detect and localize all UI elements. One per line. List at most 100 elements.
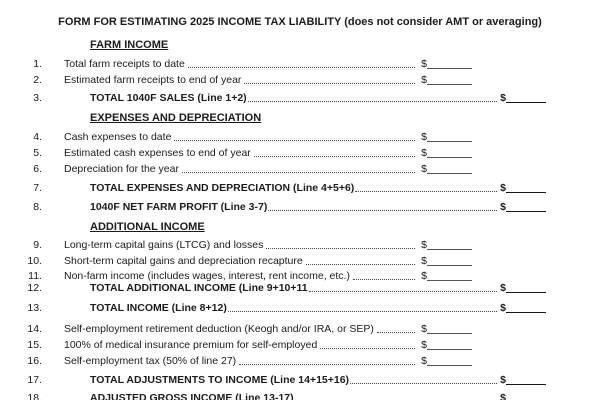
dot-leader [308,291,498,292]
form-line-9: 9. Long-term capital gains (LTCG) and lo… [0,238,600,251]
line-number: 9. [33,239,42,251]
form-line-2: 2. Estimated farm receipts to end of yea… [0,73,600,86]
amount-blank [427,156,472,158]
currency-symbol: $ [421,147,427,159]
amount-blank [427,248,472,250]
dot-leader [320,348,416,349]
currency-symbol: $ [421,74,427,86]
amount-blank [427,332,472,334]
line-label: TOTAL INCOME (Line 8+12) [90,302,227,314]
dot-leader [247,101,498,102]
amount-blank [506,291,546,293]
line-number: 14. [27,323,42,335]
line-label: TOTAL EXPENSES AND DEPRECIATION (Line 4+… [90,182,355,194]
currency-symbol: $ [421,239,427,251]
amount-blank [427,348,472,350]
form-line-13: 13. TOTAL INCOME (Line 8+12) $ [0,301,600,314]
amount-blank [506,383,546,385]
currency-symbol: $ [421,58,427,70]
form-line-6: 6. Depreciation for the year $ [0,162,600,175]
line-number: 2. [33,74,42,86]
amount-blank [506,210,546,212]
line-number: 12. [27,282,42,294]
line-label: Estimated farm receipts to end of year [64,74,242,86]
form-line-3: 3. TOTAL 1040F SALES (Line 1+2) $ [0,91,600,104]
currency-symbol: $ [500,182,506,194]
form-line-1: 1. Total farm receipts to date $ [0,57,600,70]
amount-blank [427,83,472,85]
dot-leader [187,67,416,68]
line-number: 3. [33,92,42,104]
section-header-expenses: EXPENSES AND DEPRECIATION [90,112,262,124]
amount-blank [427,67,472,69]
currency-symbol: $ [500,201,506,213]
dot-leader [181,172,416,173]
form-line-12: 12. TOTAL ADDITIONAL INCOME (Line 9+10+1… [0,281,600,294]
form-line-7: 7. TOTAL EXPENSES AND DEPRECIATION (Line… [0,181,600,194]
line-number: 7. [33,182,42,194]
line-label: Estimated cash expenses to end of year [64,147,251,159]
form-title: FORM FOR ESTIMATING 2025 INCOME TAX LIAB… [58,16,542,28]
line-number: 18. [27,392,42,400]
form-line-10: 10. Short-term capital gains and depreci… [0,254,600,267]
section-header-additional-income: ADDITIONAL INCOME [90,221,205,233]
currency-symbol: $ [500,374,506,386]
dot-leader [355,191,498,192]
currency-symbol: $ [500,92,506,104]
form-line-18: 18. ADJUSTED GROSS INCOME (Line 13-17) $ [0,391,600,400]
currency-symbol: $ [500,392,506,400]
amount-blank [427,140,472,142]
line-label: Non-farm income (includes wages, interes… [64,270,350,282]
dot-leader [239,364,416,365]
form-line-17: 17. TOTAL ADJUSTMENTS TO INCOME (Line 14… [0,373,600,386]
currency-symbol: $ [500,282,506,294]
line-label: TOTAL ADJUSTMENTS TO INCOME (Line 14+15+… [90,374,350,386]
dot-leader [305,264,416,265]
amount-blank [506,311,546,313]
line-label: Self-employment retirement deduction (Ke… [64,323,374,335]
currency-symbol: $ [421,255,427,267]
dot-leader [174,140,416,141]
currency-symbol: $ [421,270,427,282]
line-number: 11. [28,270,42,282]
dot-leader [352,279,416,280]
form-line-14: 14. Self-employment retirement deduction… [0,322,600,335]
line-label: TOTAL ADDITIONAL INCOME (Line 9+10+11 [90,282,308,294]
line-label: 1040F NET FARM PROFIT (Line 3-7) [90,201,268,213]
form-line-4: 4. Cash expenses to date $ [0,130,600,143]
line-number: 8. [33,201,42,213]
dot-leader [376,332,416,333]
dot-leader [227,311,498,312]
line-label: TOTAL 1040F SALES (Line 1+2) [90,92,247,104]
amount-blank [506,101,546,103]
dot-leader [268,210,498,211]
line-number: 15. [27,339,42,351]
line-label: Self-employment tax (50% of line 27) [64,355,237,367]
line-number: 1. [33,58,42,70]
form-line-15: 15. 100% of medical insurance premium fo… [0,338,600,351]
line-label: Short-term capital gains and depreciatio… [64,255,303,267]
dot-leader [266,248,416,249]
amount-blank [427,172,472,174]
line-label: 100% of medical insurance premium for se… [64,339,318,351]
line-number: 13. [27,302,42,314]
currency-symbol: $ [421,131,427,143]
line-number: 16. [27,355,42,367]
line-label: Total farm receipts to date [64,58,185,70]
line-number: 10. [27,255,42,267]
form-line-11: 11. Non-farm income (includes wages, int… [0,269,600,282]
amount-blank [506,191,546,193]
section-header-farm-income: FARM INCOME [90,39,169,51]
dot-leader [253,156,416,157]
dot-leader [244,83,416,84]
amount-blank [427,279,472,281]
line-label: Cash expenses to date [64,131,172,143]
line-label: Depreciation for the year [64,163,179,175]
currency-symbol: $ [421,355,427,367]
line-label: Long-term capital gains (LTCG) and losse… [64,239,264,251]
line-number: 6. [33,163,42,175]
currency-symbol: $ [421,163,427,175]
form-line-16: 16. Self-employment tax (50% of line 27)… [0,354,600,367]
dot-leader [350,383,498,384]
